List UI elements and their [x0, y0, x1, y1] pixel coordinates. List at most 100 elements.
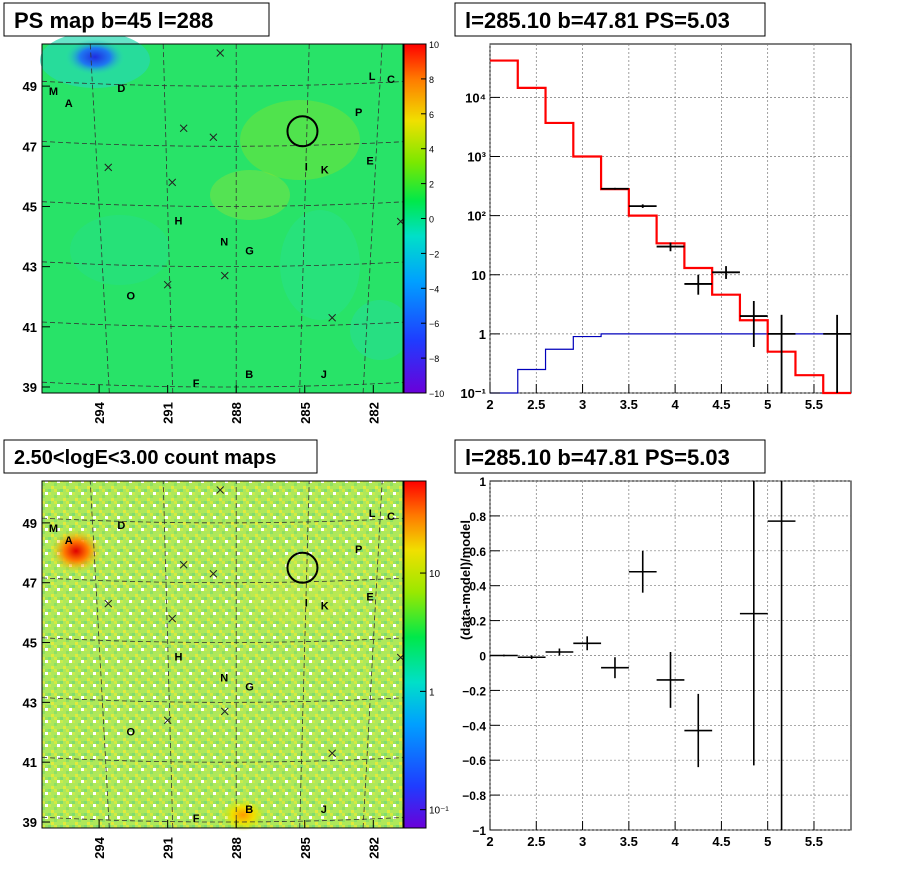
source-label: B [245, 369, 253, 381]
colorbar-tick-label: 10 [429, 40, 439, 50]
source-label: C [387, 511, 395, 523]
colorbar-tick-label: 10 [429, 569, 441, 580]
grid-longitude-line [362, 43, 383, 394]
x-tick-label: 282 [366, 402, 381, 424]
spectrum-x-ticks: 2 2.5 3 3.5 4 4.5 5 5.5 [486, 384, 823, 412]
source-label: P [355, 544, 362, 556]
source-label: K [321, 164, 329, 176]
count-map-hotspot-b [221, 799, 265, 831]
grid-longitude-line [89, 480, 110, 829]
grid-longitude-line [299, 480, 310, 829]
residual-series [490, 481, 796, 830]
spectrum-title: l=285.10 b=47.81 PS=5.03 [465, 8, 730, 33]
y-tick-label: 10² [467, 209, 486, 224]
y-tick-label: 0.4 [469, 580, 486, 594]
colorbar-frame [403, 43, 427, 394]
source-label: E [366, 155, 373, 167]
y-tick-label: 1 [479, 475, 486, 489]
cross-marker [328, 313, 337, 322]
x-tick-label: 294 [92, 401, 107, 423]
residual-panel: 2 2.5 3 3.5 4 4.5 5 5.5 1 0.8 0.6 0.4 0.2 0 −0.2 −0.4 −… [454, 439, 852, 849]
x-tick-label: 4 [672, 834, 680, 849]
ps-map-y-ticks: 49 47 45 43 41 39 [23, 79, 50, 395]
source-label: H [175, 652, 183, 664]
y-tick-label: −0.6 [462, 754, 486, 768]
x-tick-label: 2.5 [527, 834, 545, 849]
grid-latitude-line [41, 637, 404, 643]
x-tick-label: 282 [366, 837, 381, 859]
source-label: K [321, 601, 329, 613]
y-tick-label: 39 [23, 815, 37, 830]
source-label: J [321, 804, 327, 816]
residual-grid [489, 480, 851, 831]
residual-title: l=285.10 b=47.81 PS=5.03 [465, 445, 730, 470]
source-label: L [369, 71, 376, 83]
colorbar-tick-label: 10⁻¹ [429, 806, 449, 817]
y-tick-label: −0.2 [462, 684, 486, 698]
source-label: C [387, 74, 395, 86]
y-tick-label: −0.8 [462, 789, 486, 803]
y-tick-label: 0.2 [469, 615, 486, 629]
x-tick-label: 4 [672, 397, 680, 412]
colorbar-tick-label: −4 [429, 284, 439, 294]
target-circle [286, 115, 319, 148]
grid-longitude-line [89, 43, 110, 394]
residual-y-axis-label: (data-model)/model [458, 520, 473, 640]
count-map-title: 2.50<logE<3.00 count maps [14, 447, 276, 469]
y-tick-label: 47 [23, 139, 37, 154]
y-tick-label: 10⁻¹ [460, 386, 486, 401]
spectrum-y-ticks: 10⁴ 10³ 10² 10 1 10⁻¹ [460, 90, 500, 401]
source-label: L [369, 508, 376, 520]
grid-latitude-line [41, 697, 404, 703]
x-tick-label: 5 [764, 397, 771, 412]
y-tick-label: 41 [23, 320, 37, 335]
y-tick-label: 45 [23, 199, 37, 214]
count-map-y-ticks: 49 47 45 43 41 39 [23, 516, 50, 830]
y-tick-label: 39 [23, 380, 37, 395]
x-tick-label: 291 [161, 402, 176, 424]
source-label: I [305, 598, 308, 610]
y-tick-label: 1 [479, 327, 486, 342]
x-tick-label: 2.5 [527, 397, 545, 412]
cross-marker [104, 599, 113, 608]
x-tick-label: 3.5 [620, 834, 638, 849]
y-tick-label: 49 [23, 79, 37, 94]
cross-marker [209, 133, 218, 142]
cross-marker [168, 178, 177, 187]
y-tick-label: 0.6 [469, 545, 486, 559]
spectrum-panel: 2 2.5 3 3.5 4 4.5 5 5.5 10⁴ 10³ 10² 10 1 10⁻¹ l=285.… [454, 2, 852, 412]
x-tick-label: 5.5 [805, 397, 823, 412]
source-label: E [366, 592, 373, 604]
grid-latitude-line [41, 816, 404, 823]
count-map-x-ticks: 294 291 288 285 282 [92, 820, 381, 859]
cross-marker [104, 163, 113, 172]
colorbar-tick-label: 6 [429, 110, 434, 120]
source-label: A [65, 535, 73, 547]
y-tick-label: −0.4 [462, 719, 486, 733]
ps-map-title-box [3, 2, 270, 37]
grid-latitude-line [41, 381, 404, 388]
ps-map-colorbar-ticks: 10 8 6 4 2 0 −2 −4 −6 −8 −10 [403, 40, 444, 399]
x-tick-label: 3.5 [620, 397, 638, 412]
y-tick-label: 43 [23, 260, 37, 275]
source-label: H [175, 216, 183, 228]
colorbar-tick-label: 0 [429, 215, 434, 225]
grid-longitude-line [162, 480, 174, 829]
cross-marker [216, 486, 225, 494]
grid-latitude-line [41, 757, 404, 763]
colorbar-tick-label: −2 [429, 249, 439, 259]
ps-map-negative-blob [65, 39, 125, 75]
source-label: F [193, 378, 200, 390]
residual-y-ticks: 1 0.8 0.6 0.4 0.2 0 −0.2 −0.4 −0.6 −0.8 −1 [462, 475, 500, 838]
spectrum-series [490, 59, 851, 395]
residual-title-box [454, 439, 766, 474]
residual-x-ticks: 2 2.5 3 3.5 4 4.5 5 5.5 [486, 821, 823, 849]
ps-map-background [42, 44, 403, 393]
ps-map-markers: MA D L C P I K E H N G O F B J [49, 49, 405, 390]
x-tick-label: 3 [579, 397, 586, 412]
source-label: P [355, 107, 362, 119]
colorbar-tick-label: 8 [429, 75, 434, 85]
x-tick-label: 2 [486, 834, 493, 849]
cross-marker [209, 569, 218, 578]
